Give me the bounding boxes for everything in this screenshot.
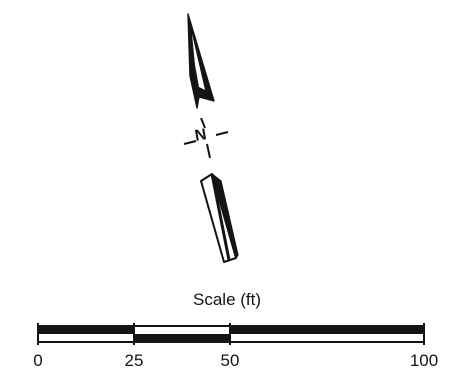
north-arrow-shaft-bottom bbox=[206, 143, 211, 159]
scale-title: Scale (ft) bbox=[193, 290, 262, 309]
north-arrow-upper-pointer bbox=[187, 13, 215, 109]
north-arrow-upper-highlight bbox=[192, 34, 205, 90]
north-arrow-shaft-top bbox=[200, 117, 206, 129]
north-arrow-tail-shadow bbox=[211, 173, 239, 259]
scale-segment-0-25-top bbox=[38, 326, 134, 334]
scale-label-100: 100 bbox=[409, 351, 439, 370]
scale-bar bbox=[37, 323, 425, 345]
scale-segment-25-50-bottom bbox=[134, 334, 230, 342]
scale-label-50: 50 bbox=[220, 351, 240, 370]
north-arrow-tail-edge bbox=[210, 173, 231, 261]
scale-segment-50-100-top bbox=[230, 326, 424, 334]
north-arrow-right-tick bbox=[215, 131, 229, 136]
scale-label-25: 25 bbox=[124, 351, 144, 370]
north-arrow bbox=[183, 13, 239, 263]
north-arrow-left-tick bbox=[183, 140, 197, 145]
scale-label-0: 0 bbox=[33, 351, 43, 370]
